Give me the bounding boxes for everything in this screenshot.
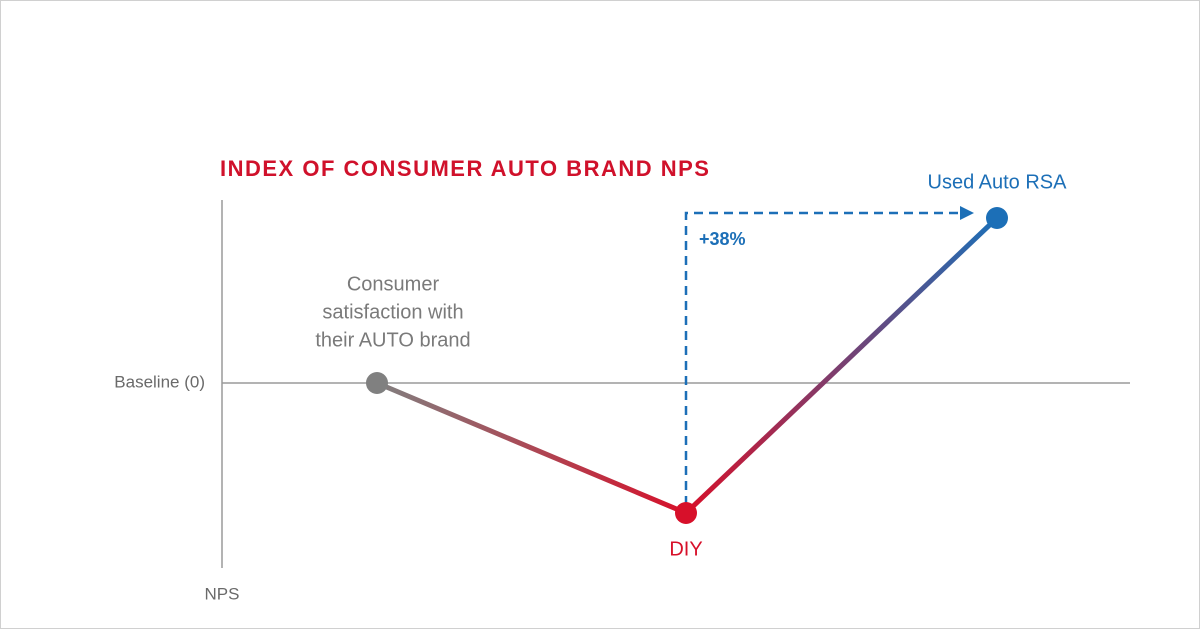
point-label: DIY (669, 538, 702, 560)
chart-title: INDEX OF CONSUMER AUTO BRAND NPS (220, 156, 710, 181)
point-label: their AUTO brand (315, 329, 470, 351)
point (675, 502, 697, 524)
point-label: satisfaction with (322, 301, 463, 323)
point (366, 372, 388, 394)
trend-line (684, 216, 999, 515)
arrow-head (960, 206, 974, 220)
trend-line (376, 380, 687, 516)
change-arrow (684, 211, 962, 505)
baseline-label: Baseline (0) (114, 372, 205, 391)
annotation: +38% (699, 229, 746, 249)
point-label: Used Auto RSA (928, 171, 1068, 193)
y-axis-label: NPS (205, 584, 240, 603)
point-label: Consumer (347, 273, 440, 295)
point (986, 207, 1008, 229)
